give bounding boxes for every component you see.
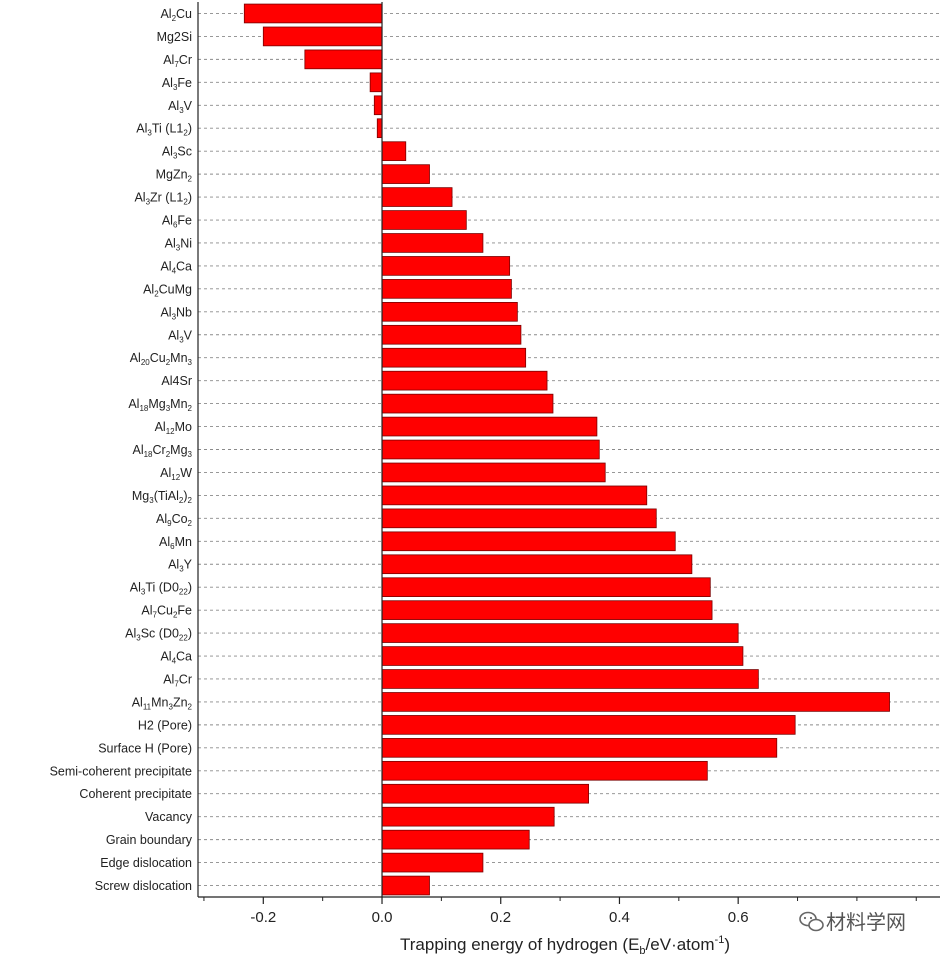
- category-label: Al4Ca: [160, 259, 192, 275]
- category-label: Al3Fe: [162, 76, 192, 92]
- bar: [381, 439, 600, 460]
- bar: [381, 829, 530, 850]
- bar: [381, 783, 589, 804]
- category-label: MgZn2: [156, 168, 193, 184]
- category-label: Mg3(TiAl2)2: [132, 489, 193, 505]
- bar: [381, 233, 484, 253]
- bar: [381, 256, 511, 276]
- category-label: Al3Ti (D022): [130, 581, 192, 597]
- category-label: Al3Y: [168, 558, 193, 574]
- bar: [381, 554, 693, 575]
- category-label: Edge dislocation: [100, 856, 192, 870]
- category-label: Al12Mo: [155, 420, 192, 436]
- x-ticks: -0.2 0.0 0.2 0.4 0.6: [203, 897, 917, 926]
- bar: [381, 875, 430, 896]
- category-label: Al4Ca: [160, 650, 192, 666]
- bar: [381, 806, 555, 827]
- category-label: Al4Sr: [161, 374, 192, 388]
- bar: [381, 852, 484, 873]
- bar: [381, 393, 554, 414]
- x-tick-label: -0.2: [250, 909, 276, 926]
- bar: [381, 279, 512, 299]
- category-label: Al3Ti (L12): [136, 122, 192, 138]
- bar: [381, 760, 708, 781]
- watermark: 材料学网: [799, 910, 906, 934]
- category-label: Al3Sc: [162, 145, 192, 161]
- category-label: Al2Cu: [160, 7, 192, 23]
- category-label: Al12W: [160, 466, 192, 482]
- x-tick-label: 0.6: [728, 909, 749, 926]
- bar: [381, 577, 711, 598]
- category-label: H2 (Pore): [138, 718, 192, 732]
- category-label: Al3V: [168, 99, 193, 115]
- category-label: Al7Cu2Fe: [141, 604, 192, 620]
- category-labels: Al2Cu Mg2Si Al7Cr Al3Fe Al3V Al3Ti (L12) Al3Sc…: [50, 7, 193, 893]
- watermark-text: 材料学网: [826, 910, 906, 934]
- bars: [243, 3, 890, 896]
- bar: [381, 301, 518, 322]
- x-tick-label: 0.0: [372, 909, 393, 926]
- category-label: Al7Cr: [163, 53, 192, 69]
- bar: [376, 118, 383, 139]
- category-label: Al2CuMg: [143, 282, 192, 298]
- category-label: Screw dislocation: [95, 879, 192, 893]
- axes: [197, 2, 940, 898]
- bar: [381, 508, 657, 529]
- category-label: Al3Sc (D022): [125, 627, 192, 643]
- bar: [381, 347, 527, 368]
- bar: [369, 72, 383, 93]
- category-label: Coherent precipitate: [79, 787, 192, 801]
- bar: [381, 531, 676, 552]
- category-label: Al18Mg3Mn2: [128, 397, 192, 413]
- wechat-icon: [799, 911, 824, 932]
- bar: [381, 141, 407, 161]
- bar: [381, 715, 796, 735]
- bar: [381, 623, 739, 643]
- category-label: Mg2Si: [157, 30, 192, 44]
- category-label: Al6Fe: [162, 214, 192, 230]
- x-tick-label: 0.2: [490, 909, 511, 926]
- bar: [373, 95, 383, 116]
- bar: [381, 187, 453, 207]
- category-label: Al3Zr (L12): [134, 191, 192, 207]
- bar: [381, 164, 430, 184]
- bar: [381, 370, 548, 391]
- category-label: Al11Mn3Zn2: [132, 695, 193, 711]
- bar: [381, 738, 778, 758]
- bar: [381, 600, 713, 620]
- bar: [381, 646, 744, 666]
- bar: [262, 26, 383, 47]
- bar: [381, 692, 890, 712]
- category-label: Vacancy: [145, 810, 193, 824]
- bar: [243, 3, 383, 24]
- category-label: Al9Co2: [156, 512, 193, 528]
- bar: [381, 462, 606, 483]
- bar: [304, 49, 383, 70]
- category-label: Al3V: [168, 328, 193, 344]
- bar: [381, 416, 598, 437]
- category-label: Al6Mn: [159, 535, 192, 551]
- category-label: Al3Ni: [165, 236, 192, 252]
- bar: [381, 210, 467, 230]
- category-label: Al20Cu2Mn3: [130, 351, 193, 367]
- bar: [381, 485, 648, 506]
- category-label: Grain boundary: [106, 833, 193, 847]
- category-label: Al7Cr: [163, 672, 192, 688]
- x-axis-title: Trapping energy of hydrogen (Eb/eV·atom-…: [400, 934, 730, 957]
- category-label: Semi-coherent precipitate: [50, 764, 192, 778]
- bar: [381, 669, 759, 689]
- category-label: Al3Nb: [160, 305, 192, 321]
- x-tick-label: 0.4: [609, 909, 630, 926]
- bar: [381, 324, 522, 345]
- category-label: Surface H (Pore): [98, 741, 192, 755]
- category-label: Al18Cr2Mg3: [132, 443, 192, 459]
